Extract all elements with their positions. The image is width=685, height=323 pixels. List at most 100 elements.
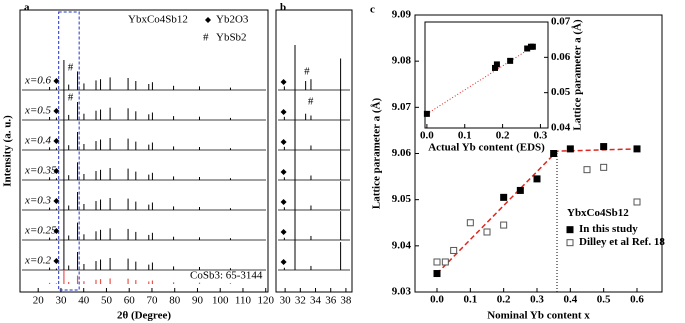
y-tick-label: 9.09: [392, 9, 412, 21]
x-tick-label: 34: [310, 295, 322, 307]
legend-hash: #: [203, 32, 209, 44]
x-tick-label: 60: [124, 295, 136, 307]
data-point: [433, 258, 441, 266]
x-tick-label: 80: [169, 295, 181, 307]
highlight-box: [58, 11, 80, 291]
diamond-marker: [53, 198, 60, 204]
diamond-marker: [53, 228, 60, 234]
x-tick-label: 90: [192, 295, 204, 307]
hash-annotation: #: [308, 96, 314, 108]
data-point: [493, 61, 500, 68]
legend-impurity-2: YbSb2: [216, 32, 247, 44]
x-tick-label: 0.4: [563, 294, 577, 306]
data-point: [600, 163, 608, 171]
diamond-marker: [280, 109, 287, 115]
diamond-marker: [53, 138, 60, 144]
x-tick-label: 0.2: [496, 130, 510, 142]
data-point: [529, 43, 536, 50]
legend-swatch: [566, 226, 574, 234]
x-tick-label: 0.6: [630, 294, 644, 306]
legend-impurity-1: Yb2O3: [216, 14, 249, 26]
y-tick-label: 9.05: [392, 193, 412, 205]
data-point: [450, 246, 458, 254]
x-tick-label: 0.5: [597, 294, 611, 306]
data-point: [600, 143, 608, 151]
panel-label: a: [24, 2, 30, 14]
x-tick-label: 30: [55, 295, 67, 307]
diamond-marker: [53, 258, 60, 264]
diamond-marker: [205, 17, 211, 23]
data-point: [500, 221, 508, 229]
x-tick-label: 20: [33, 295, 45, 307]
panel-label: c: [370, 4, 375, 16]
y-tick-label: 9.04: [392, 239, 412, 251]
diamond-marker: [280, 199, 287, 205]
y-tick-label: 9.08: [392, 55, 412, 67]
plot-frame: [275, 9, 353, 293]
data-point: [500, 193, 508, 201]
trace-label: x=0.5: [24, 105, 52, 117]
x-tick-label: 32: [295, 295, 306, 307]
data-point: [633, 145, 641, 153]
trace-label: x=0.25: [24, 225, 57, 237]
x-axis-label: 2θ (Degree): [117, 310, 171, 322]
y-tick-label: 9.06: [392, 147, 412, 159]
x-tick-label: 120: [257, 295, 274, 307]
x-tick-label: 0.0: [430, 294, 444, 306]
x-tick-label: 40: [78, 295, 90, 307]
data-point: [550, 150, 558, 157]
diamond-marker: [280, 169, 287, 175]
x-tick-label: 0.3: [534, 130, 548, 142]
y-axis-label: Lattice parameter a (Å): [572, 19, 584, 131]
y-tick-label: 0.07: [551, 16, 571, 28]
x-tick-label: 36: [325, 295, 337, 307]
trace-label: x=0.2: [24, 255, 52, 267]
x-axis-label: Nominal Yb content x: [487, 310, 590, 322]
y-tick-label: 0.05: [551, 86, 571, 98]
x-tick-label: 0.1: [458, 130, 472, 142]
hash-annotation: #: [304, 66, 310, 78]
y-tick-label: 0.06: [551, 51, 571, 63]
x-tick-label: 30: [280, 295, 292, 307]
diamond-marker: [280, 259, 287, 265]
trace-label: x=0.3: [24, 195, 52, 207]
trace-label: x=0.4: [24, 135, 52, 147]
x-tick-label: 110: [235, 295, 252, 307]
y-tick-label: 0.04: [551, 122, 571, 134]
reference-label: CoSb3: 65-3144: [190, 270, 263, 282]
fit-line: [426, 46, 534, 115]
diamond-marker: [280, 139, 287, 145]
x-tick-label: 100: [212, 295, 229, 307]
y-tick-label: 9.03: [392, 286, 412, 298]
hash-annotation: #: [68, 62, 74, 74]
compound-label: YbxCo4Sb12: [128, 14, 188, 26]
data-point: [423, 110, 430, 117]
diamond-marker: [53, 168, 60, 174]
legend-title: YbxCo4Sb12: [567, 207, 629, 219]
x-tick-label: 0.3: [530, 294, 544, 306]
x-tick-label: 0.1: [463, 294, 477, 306]
x-tick-label: 50: [101, 295, 113, 307]
y-axis-label: Intensity (a. u.): [2, 115, 14, 187]
plot-frame: [19, 9, 269, 293]
data-point: [566, 145, 574, 153]
diamond-marker: [53, 78, 60, 84]
trace-label: x=0.6: [24, 75, 52, 87]
x-tick-label: 38: [340, 295, 352, 307]
data-point: [433, 270, 441, 278]
x-tick-label: 0.0: [420, 130, 434, 142]
diamond-marker: [53, 108, 60, 114]
trace-label: x=0.35: [24, 165, 57, 177]
legend-swatch: [566, 239, 574, 247]
panel-label: b: [280, 2, 286, 14]
x-axis-label: Actual Yb content (EDS): [428, 142, 545, 154]
hash-annotation: #: [68, 92, 74, 104]
data-point: [516, 186, 524, 194]
data-point: [507, 57, 514, 64]
x-tick-label: 0.2: [497, 294, 511, 306]
data-point: [466, 219, 474, 227]
data-point: [583, 166, 591, 174]
data-point: [483, 228, 491, 236]
diamond-marker: [280, 79, 287, 85]
